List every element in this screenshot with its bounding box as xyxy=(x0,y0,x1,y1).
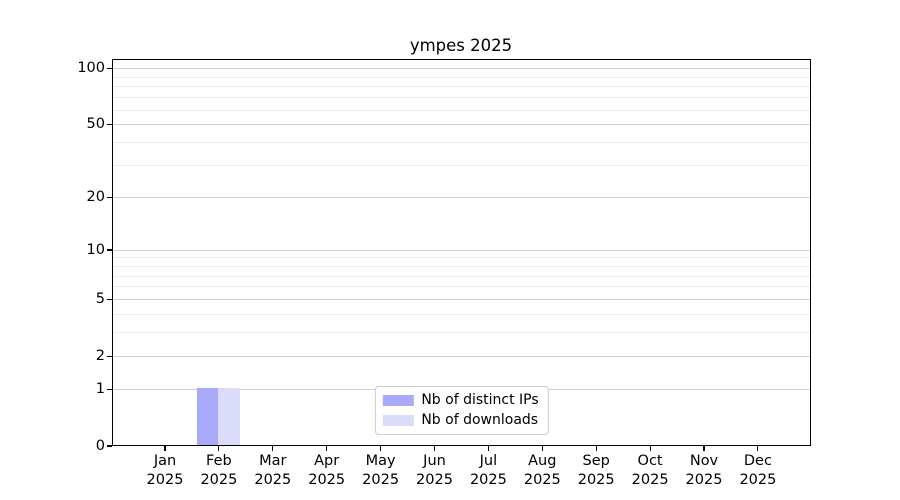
x-tick-mark xyxy=(433,446,436,451)
bar-nb-of-distinct-ips xyxy=(196,388,219,445)
y-tick-label: 2 xyxy=(95,347,105,364)
x-tick-mark xyxy=(272,446,274,451)
x-tick-label: Jul 2025 xyxy=(453,452,523,489)
legend-swatch-icon xyxy=(382,395,414,406)
x-tick-label: Apr 2025 xyxy=(292,452,362,489)
gridline-minor xyxy=(113,76,810,78)
x-tick-label: Dec 2025 xyxy=(723,452,793,489)
x-tick-label: Jun 2025 xyxy=(400,452,470,489)
gridline-minor xyxy=(113,97,810,99)
x-tick-label: Nov 2025 xyxy=(669,452,739,489)
x-tick-year: 2025 xyxy=(416,471,453,488)
x-tick-month: Jun xyxy=(423,453,446,469)
x-tick-mark xyxy=(595,446,597,451)
y-tick-label: 50 xyxy=(86,116,105,133)
x-tick-mark xyxy=(541,446,543,451)
chart-title: ympes 2025 xyxy=(409,36,513,55)
y-tick-mark xyxy=(107,196,112,198)
x-tick-mark xyxy=(649,446,651,451)
x-tick-label: Jan 2025 xyxy=(130,452,200,489)
bar-layer xyxy=(113,60,810,445)
y-tick-label: 0 xyxy=(95,437,105,454)
x-tick-year: 2025 xyxy=(523,471,561,488)
legend-entry: Nb of distinct IPs xyxy=(382,392,539,409)
gridline-major xyxy=(113,68,810,70)
x-tick-month: May xyxy=(365,453,396,469)
x-tick-month: Apr xyxy=(314,453,340,469)
y-tick-label: 10 xyxy=(86,241,105,258)
x-tick-label: Mar 2025 xyxy=(238,452,308,489)
gridline-minor xyxy=(113,109,810,111)
x-tick-label: Sep 2025 xyxy=(561,452,631,489)
gridline-minor xyxy=(113,275,810,277)
x-tick-year: 2025 xyxy=(685,471,723,488)
x-tick-month: Oct xyxy=(637,453,663,469)
y-tick-label: 5 xyxy=(95,291,105,308)
gridline-minor xyxy=(113,313,810,315)
x-tick-year: 2025 xyxy=(577,471,615,488)
x-tick-mark xyxy=(164,446,166,451)
gridline-minor xyxy=(113,86,810,88)
x-tick-year: 2025 xyxy=(254,471,292,488)
x-tick-month: Mar xyxy=(259,453,287,469)
y-tick-mark xyxy=(107,298,112,301)
gridline-minor xyxy=(113,332,810,334)
y-tick-mark xyxy=(107,355,112,357)
x-tick-month: Jan xyxy=(153,453,177,469)
x-tick-year: 2025 xyxy=(631,471,669,488)
x-tick-mark xyxy=(703,446,705,451)
gridline-major xyxy=(113,355,810,357)
gridline-minor xyxy=(113,164,810,166)
gridline-major xyxy=(113,124,810,126)
x-tick-year: 2025 xyxy=(200,471,238,488)
y-tick-label: 1 xyxy=(95,380,105,397)
x-tick-month: Dec xyxy=(743,453,772,469)
x-tick-label: Feb 2025 xyxy=(184,452,254,489)
gridline-major xyxy=(113,299,810,301)
x-tick-year: 2025 xyxy=(146,471,184,488)
x-tick-mark xyxy=(380,446,382,451)
x-tick-year: 2025 xyxy=(362,471,400,488)
x-tick-mark xyxy=(326,446,328,451)
gridline-minor xyxy=(113,257,810,259)
x-tick-year: 2025 xyxy=(739,471,777,488)
x-tick-year: 2025 xyxy=(308,471,346,488)
x-tick-mark xyxy=(218,446,220,451)
plot-area: Nb of distinct IPs Nb of downloads xyxy=(112,59,811,446)
x-tick-label: Oct 2025 xyxy=(615,452,685,489)
x-tick-month: Aug xyxy=(528,453,557,469)
legend-swatch-icon xyxy=(382,415,414,426)
y-tick-mark xyxy=(107,68,112,70)
x-tick-month: Nov xyxy=(689,453,719,469)
x-tick-label: May 2025 xyxy=(346,452,416,489)
gridline-minor xyxy=(113,286,810,288)
y-tick-mark xyxy=(107,388,112,390)
gridline-minor xyxy=(113,265,810,267)
y-tick-mark xyxy=(107,249,112,251)
x-tick-month: Feb xyxy=(206,453,232,469)
x-tick-year: 2025 xyxy=(469,471,507,488)
legend-layer: Nb of distinct IPs Nb of downloads xyxy=(113,60,810,445)
x-tick-month: Jul xyxy=(479,453,498,469)
x-tick-month: Sep xyxy=(582,453,610,469)
bar-nb-of-downloads xyxy=(218,388,240,445)
y-tick-mark xyxy=(107,445,112,447)
y-tick-mark xyxy=(107,124,112,126)
legend-label: Nb of distinct IPs xyxy=(421,392,539,408)
y-tick-label: 100 xyxy=(77,60,105,77)
legend-entry: Nb of downloads xyxy=(382,412,538,429)
x-tick-mark xyxy=(487,446,489,451)
x-tick-mark xyxy=(757,446,759,451)
x-tick-label: Aug 2025 xyxy=(507,452,577,489)
legend-label: Nb of downloads xyxy=(421,412,539,428)
legend-box: Nb of distinct IPs Nb of downloads xyxy=(374,386,549,435)
gridline-major xyxy=(113,249,810,251)
gridline-major xyxy=(113,196,810,198)
gridline-minor xyxy=(113,142,810,144)
y-tick-label: 20 xyxy=(86,188,105,205)
